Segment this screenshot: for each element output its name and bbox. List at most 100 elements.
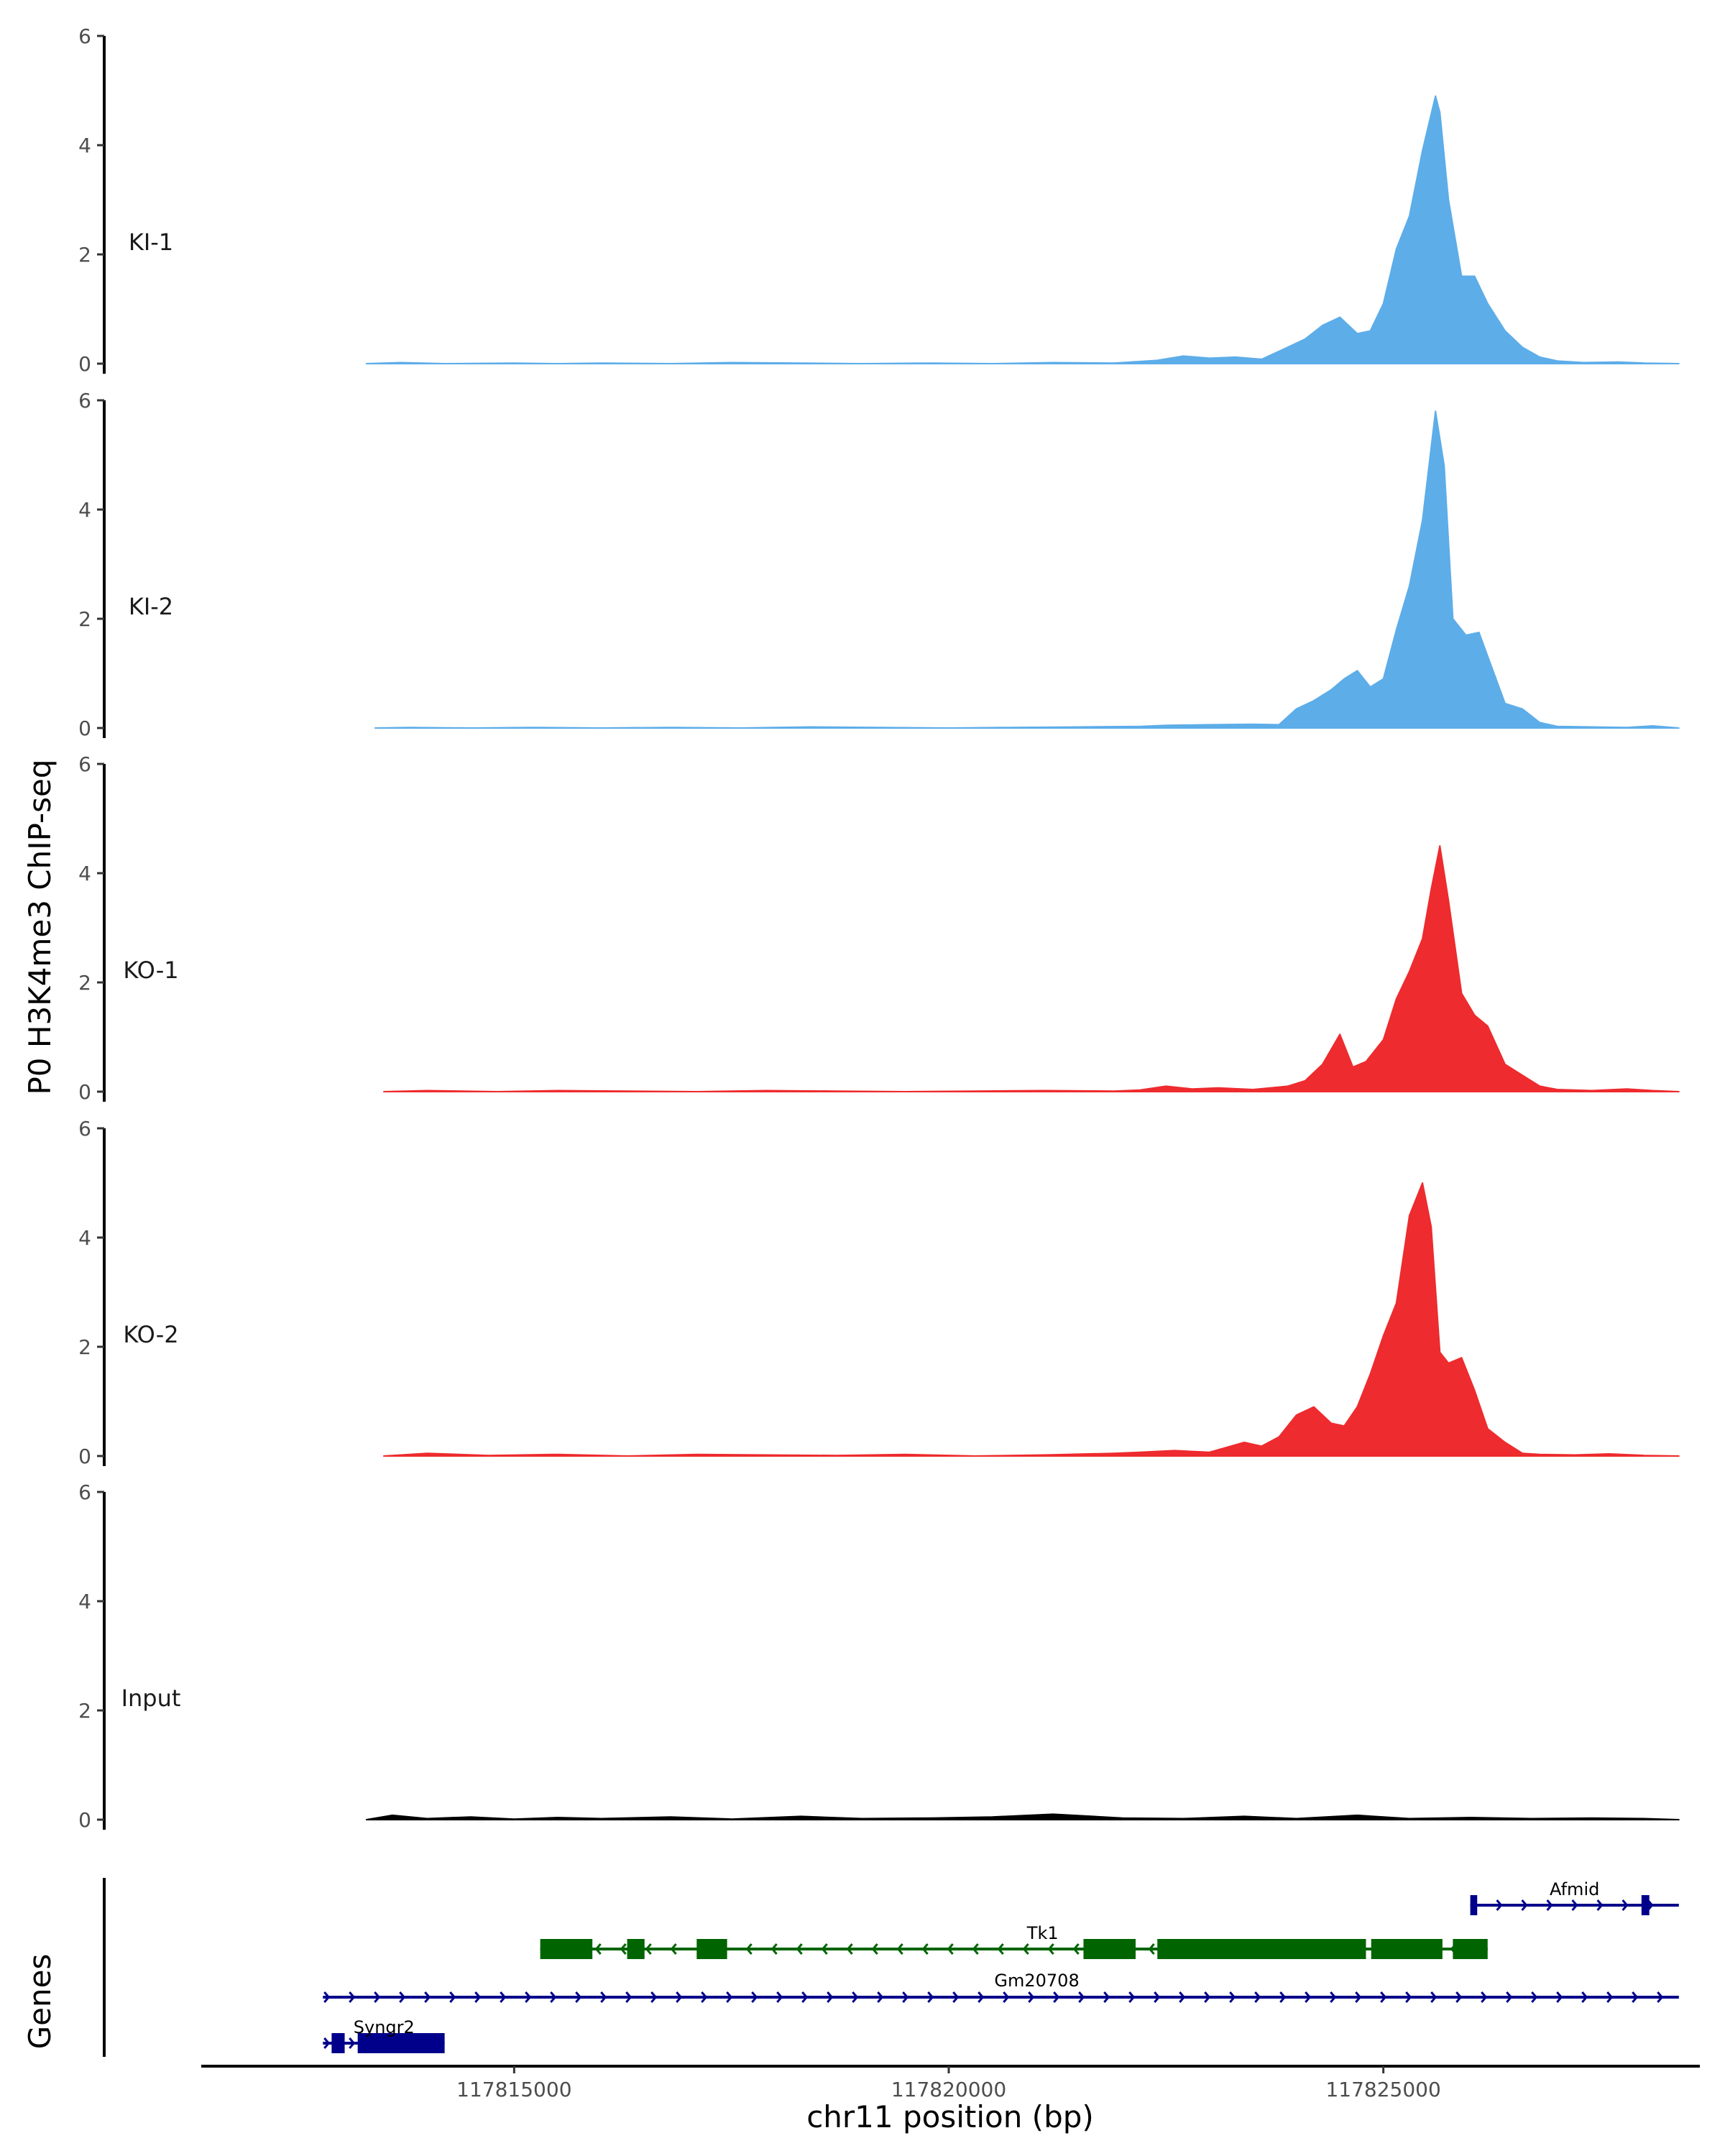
strand-arrow — [1072, 1943, 1080, 1955]
y-tick-label: 0 — [78, 1808, 91, 1832]
y-tick-label: 2 — [78, 607, 91, 631]
strand-arrow — [1632, 1991, 1639, 2003]
gene-exon — [1470, 1895, 1478, 1915]
strand-arrow — [1330, 1991, 1337, 2003]
strand-arrow — [1028, 1991, 1035, 2003]
strand-arrow — [1047, 1943, 1054, 1955]
strand-arrow — [751, 1991, 758, 2003]
strand-arrow — [1571, 1899, 1578, 1911]
x-axis: 117815000 117820000 117825000 — [201, 2065, 1700, 2101]
strand-arrow — [1531, 1991, 1538, 2003]
strand-arrow — [600, 1991, 607, 2003]
gene-exon — [540, 1939, 593, 1959]
x-tick-label: 117815000 — [456, 2078, 571, 2101]
strand-arrow — [902, 1991, 909, 2003]
strand-arrow — [770, 1943, 778, 1955]
gene-exon — [1641, 1895, 1650, 1915]
gene-exon — [1157, 1939, 1366, 1959]
gene-exon — [1371, 1939, 1443, 1959]
y-tick-label: 6 — [78, 1480, 91, 1504]
strand-arrow — [1103, 1991, 1110, 2003]
coverage-area-ki-1 — [365, 95, 1680, 364]
gene-gm20708: Gm20708 — [323, 1971, 1679, 2003]
strand-arrow — [1380, 1991, 1387, 2003]
coverage-tracks: 0 2 4 6 KI-1 0 2 4 6 KI-2 0 2 4 6 KO-1 0 2 4 6 KO-2 0 2 4 6 Inpu… — [78, 24, 1680, 1832]
track-label: Input — [121, 1685, 181, 1712]
strand-arrow — [1204, 1991, 1211, 2003]
strand-arrow — [1496, 1899, 1503, 1911]
strand-arrow — [1154, 1991, 1161, 2003]
y-tick-label: 0 — [78, 1080, 91, 1104]
strand-arrow — [921, 1943, 929, 1955]
strand-arrow — [1229, 1991, 1236, 2003]
gene-track: Afmid Tk1 Gm20708 Syngr2 — [103, 1878, 1679, 2057]
track-label: KI-2 — [129, 593, 173, 620]
coverage-area-ki-2 — [374, 410, 1680, 729]
strand-arrow — [726, 1991, 733, 2003]
strand-arrow — [670, 1943, 677, 1955]
strand-arrow — [877, 1991, 884, 2003]
track-ki-1: 0 2 4 6 KI-1 — [78, 24, 1680, 376]
y-tick-label: 4 — [78, 862, 91, 885]
strand-arrow — [575, 1991, 582, 2003]
gene-afmid: Afmid — [1470, 1879, 1679, 1915]
y-tick-label: 2 — [78, 243, 91, 267]
gene-exon — [1453, 1939, 1488, 1959]
strand-arrow — [645, 1943, 652, 1955]
strand-arrow — [620, 1943, 627, 1955]
strand-arrow — [827, 1991, 834, 2003]
track-ki-2: 0 2 4 6 KI-2 — [78, 389, 1680, 740]
gene-label-syngr2: Syngr2 — [354, 2017, 415, 2037]
y-tick-label: 6 — [78, 752, 91, 776]
strand-arrow — [1128, 1991, 1136, 2003]
y-tick-label: 2 — [78, 971, 91, 995]
strand-arrow — [1455, 1991, 1463, 2003]
strand-arrow — [323, 1991, 331, 2003]
strand-arrow — [927, 1991, 934, 2003]
y-tick-label: 4 — [78, 1590, 91, 1613]
strand-arrow — [871, 1943, 878, 1955]
strand-arrow — [374, 1991, 381, 2003]
y-tick-label: 6 — [78, 1117, 91, 1141]
gene-tk1: Tk1 — [540, 1923, 1488, 1959]
y-tick-label: 0 — [78, 352, 91, 376]
y-tick-label: 6 — [78, 24, 91, 48]
strand-arrow — [1148, 1943, 1155, 1955]
strand-arrow — [525, 1991, 532, 2003]
strand-arrow — [323, 2037, 331, 2049]
strand-arrow — [1279, 1991, 1287, 2003]
track-label: KI-1 — [129, 229, 173, 256]
strand-arrow — [1546, 1899, 1553, 1911]
strand-arrow — [1622, 1899, 1629, 1911]
y-tick-label: 6 — [78, 389, 91, 413]
strand-arrow — [1254, 1991, 1261, 2003]
y-tick-label: 2 — [78, 1699, 91, 1723]
y-tick-label: 4 — [78, 1226, 91, 1250]
y-tick-label: 0 — [78, 1445, 91, 1468]
strand-arrow — [1606, 1991, 1614, 2003]
x-axis-title: chr11 position (bp) — [806, 2099, 1094, 2134]
gene-label-gm20708: Gm20708 — [994, 1971, 1079, 1991]
strand-arrow — [625, 1991, 632, 2003]
strand-arrow — [424, 1991, 431, 2003]
strand-arrow — [1355, 1991, 1362, 2003]
track-ko-2: 0 2 4 6 KO-2 — [78, 1117, 1680, 1468]
strand-arrow — [776, 1991, 783, 2003]
strand-arrow — [1481, 1991, 1488, 2003]
coverage-area-ko-1 — [383, 845, 1680, 1092]
strand-arrow — [701, 1991, 708, 2003]
strand-arrow — [972, 1943, 979, 1955]
gene-label-afmid: Afmid — [1550, 1879, 1599, 1899]
track-input: 0 2 4 6 Input — [78, 1480, 1680, 1832]
coverage-area-input — [365, 1813, 1680, 1820]
strand-arrow — [997, 1943, 1004, 1955]
y-tick-label: 4 — [78, 498, 91, 522]
y-tick-label: 0 — [78, 717, 91, 740]
strand-arrow — [399, 1991, 406, 2003]
strand-arrow — [821, 1943, 828, 1955]
track-label: KO-1 — [123, 957, 178, 984]
strand-arrow — [449, 1991, 456, 2003]
strand-arrow — [1078, 1991, 1085, 2003]
strand-arrow — [952, 1991, 960, 2003]
